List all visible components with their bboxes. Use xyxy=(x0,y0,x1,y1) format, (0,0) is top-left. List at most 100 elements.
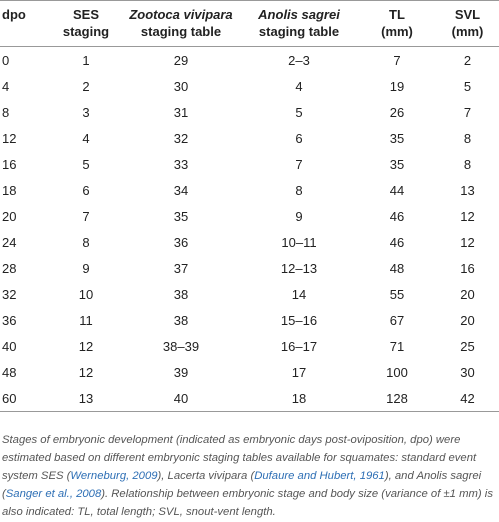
table-cell: 7 xyxy=(295,156,303,172)
caption-text: ). Relationship between embryonic stage … xyxy=(2,488,493,518)
table-cell: 20 xyxy=(2,208,17,224)
table-row: 32 10 38 14 55 20 xyxy=(0,281,499,307)
table-cell: 16–17 xyxy=(280,338,318,354)
table-cell: 36 xyxy=(173,234,189,250)
header-text: SES xyxy=(72,7,99,22)
table-row: 28 9 37 12–13 48 16 xyxy=(0,255,499,281)
table-cell: 2–3 xyxy=(288,52,310,68)
table-cell: 11 xyxy=(79,312,93,328)
table-cell: 12 xyxy=(78,364,94,380)
table-row: 24 8 36 10–11 46 12 xyxy=(0,229,499,255)
table-cell: 1 xyxy=(82,52,90,68)
header-text: Zootoca vivipara xyxy=(129,7,233,22)
table-cell: 12 xyxy=(460,208,475,224)
table-row: 4 2 30 4 19 5 xyxy=(0,73,499,99)
header-text: (mm) xyxy=(381,24,413,39)
table-cell: 30 xyxy=(460,364,475,380)
table-cell: 42 xyxy=(436,385,499,412)
table-cell: 46 xyxy=(389,208,405,224)
data-table: dpo SES staging Zootoca vivipara staging tab… xyxy=(0,0,499,412)
table-cell: 7 xyxy=(393,52,401,68)
header-text: (mm) xyxy=(451,24,484,39)
table-row: 60 13 40 18 128 42 xyxy=(0,385,499,412)
header-text: staging table xyxy=(258,24,340,39)
table-cell: 55 xyxy=(389,286,405,302)
table-row: 16 5 33 7 35 8 xyxy=(0,151,499,177)
table-cell: 32 xyxy=(2,286,17,302)
table-cell: 16 xyxy=(460,260,475,276)
table-cell: 30 xyxy=(173,78,189,94)
table-cell: 3 xyxy=(82,104,90,120)
table-cell: 17 xyxy=(291,364,307,380)
table-cell: 5 xyxy=(295,104,303,120)
table-cell: 8 xyxy=(463,130,472,146)
table-cell: 9 xyxy=(82,260,90,276)
table-cell: 12–13 xyxy=(280,260,318,276)
table-cell: 38 xyxy=(173,286,189,302)
table-row: 36 11 38 15–16 67 20 xyxy=(0,307,499,333)
table-row: 40 12 38–39 16–17 71 25 xyxy=(0,333,499,359)
header-text: SVL xyxy=(454,7,481,22)
table-cell: 14 xyxy=(291,286,307,302)
table-cell: 0 xyxy=(2,52,10,68)
header-cell: Zootoca vivipara staging table xyxy=(122,0,240,47)
table-cell: 32 xyxy=(173,130,189,146)
header-cell: TL (mm) xyxy=(358,0,436,47)
table-cell: 8 xyxy=(295,182,303,198)
table-cell: 26 xyxy=(389,104,405,120)
table-cell: 12 xyxy=(460,234,475,250)
table-cell: 8 xyxy=(463,156,472,172)
table-row: 8 3 31 5 26 7 xyxy=(0,99,499,125)
table-cell: 67 xyxy=(389,312,405,328)
table-cell: 34 xyxy=(173,182,189,198)
table-cell: 8 xyxy=(82,234,90,250)
table-cell: 33 xyxy=(173,156,189,172)
table-cell: 13 xyxy=(50,385,122,412)
table-cell: 4 xyxy=(295,78,303,94)
header-cell: SES staging xyxy=(50,0,122,47)
table-cell: 29 xyxy=(173,52,189,68)
table-cell: 71 xyxy=(389,338,405,354)
header-cell: Anolis sagrei staging table xyxy=(240,0,358,47)
header-text: Anolis sagrei xyxy=(258,7,340,22)
table-cell: 39 xyxy=(173,364,189,380)
table-cell: 10 xyxy=(78,286,94,302)
header-text: staging xyxy=(62,24,110,39)
table-cell: 48 xyxy=(2,364,17,380)
table-row: 12 4 32 6 35 8 xyxy=(0,125,499,151)
table-cell: 25 xyxy=(460,338,475,354)
caption: Stages of embryonic development (indicat… xyxy=(2,431,496,521)
table-cell: 37 xyxy=(173,260,189,276)
table-cell: 128 xyxy=(358,385,436,412)
table-cell: 9 xyxy=(295,208,303,224)
header-text: TL xyxy=(389,7,405,22)
table-cell: 36 xyxy=(2,312,17,328)
citation: Dufaure and Hubert, 1961 xyxy=(254,470,385,482)
table-cell: 7 xyxy=(463,104,472,120)
table-cell: 18 xyxy=(2,182,17,198)
table-row: 48 12 39 17 100 30 xyxy=(0,359,499,385)
table-cell: 38–39 xyxy=(162,338,200,354)
table-cell: 40 xyxy=(2,338,17,354)
table-cell: 40 xyxy=(122,385,240,412)
table-cell: 48 xyxy=(389,260,405,276)
table-cell: 15–16 xyxy=(280,312,318,328)
table-cell: 12 xyxy=(78,338,94,354)
table-cell: 44 xyxy=(389,182,405,198)
table-cell: 28 xyxy=(2,260,17,276)
citation: Werneburg, 2009 xyxy=(70,470,158,482)
table-cell: 31 xyxy=(173,104,189,120)
table-cell: 6 xyxy=(82,182,90,198)
header-cell: dpo xyxy=(0,0,50,47)
table-cell: 35 xyxy=(389,130,405,146)
table-cell: 4 xyxy=(2,78,10,94)
table-cell: 7 xyxy=(82,208,90,224)
table-cell: 46 xyxy=(389,234,405,250)
table-cell: 10–11 xyxy=(281,234,317,250)
table-cell: 35 xyxy=(173,208,189,224)
table-cell: 35 xyxy=(389,156,405,172)
table-cell: 20 xyxy=(460,312,475,328)
table-cell: 5 xyxy=(463,78,472,94)
table-cell: 20 xyxy=(460,286,475,302)
table-row: 0 1 29 2–3 7 2 xyxy=(0,47,499,74)
